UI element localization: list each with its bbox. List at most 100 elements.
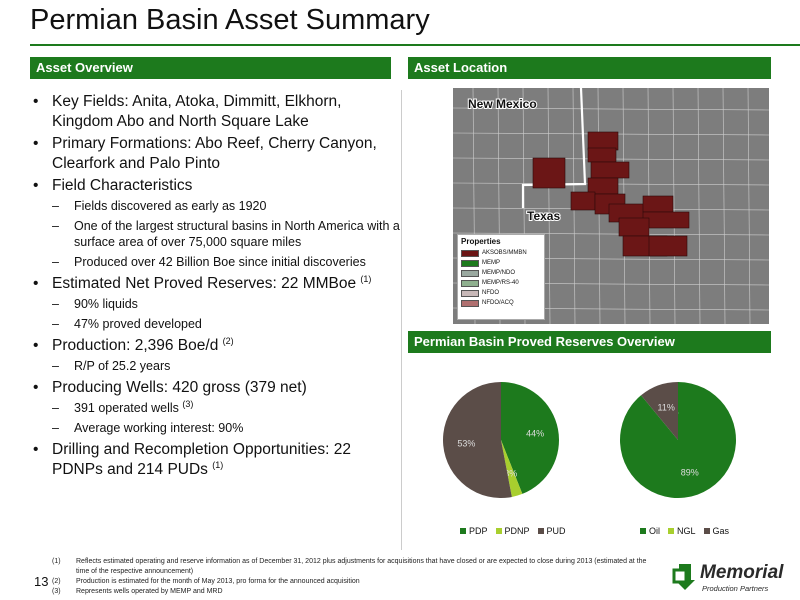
pie-legend-reserve-category: PDP PDNP PUD (460, 526, 566, 536)
pie-legend-item: Oil (640, 526, 660, 536)
overview-bullet-text: Production: 2,396 Boe/d (52, 337, 223, 354)
overview-bullet-text: Estimated Net Proved Reserves: 22 MMBoe (52, 275, 361, 292)
pie-legend-swatch (495, 528, 502, 534)
map-legend-item: NFDO/ACQ (461, 298, 541, 308)
overview-bullet: Production: 2,396 Boe/d (2) R/P of 25.2 y… (30, 336, 400, 374)
map-legend-label: MEMP/RS-40 (482, 280, 519, 286)
map-legend-label: MEMP/NDO (482, 270, 515, 276)
overview-bullet-text: Producing Wells: 420 gross (379 net) (52, 379, 307, 396)
asset-location-map: New Mexico Texas Properties AKSOBS/MMBN M… (453, 88, 769, 324)
footnote-ref: (2) (222, 335, 234, 346)
pie-legend-item: PDNP (495, 526, 530, 536)
pie-legend-swatch (640, 528, 646, 534)
pie-slice-pud (443, 382, 512, 498)
pie-slice-pdnp (501, 440, 523, 497)
pie-legend-label: Oil (649, 526, 660, 536)
overview-subbullet: Fields discovered as early as 1920 (52, 198, 400, 214)
overview-subbullet: 391 operated wells (3) (52, 398, 400, 416)
pie-legend-item: Gas (703, 526, 730, 536)
footnote-text: Production is estimated for the month of… (76, 578, 360, 585)
logo-name: Memorial (700, 562, 784, 583)
pie-legend-swatch (703, 528, 710, 534)
overview-subbullet: One of the largest structural basins in … (52, 218, 400, 250)
page-title: Permian Basin Asset Summary (30, 4, 430, 36)
footnote-number: (1) (52, 558, 61, 565)
map-legend-item: MEMP/RS-40 (461, 278, 541, 288)
pie-legend-item: NGL (668, 526, 696, 536)
reserves-overview-header: Permian Basin Proved Reserves Overview (408, 331, 771, 353)
footnotes: (1) Reflects estimated operating and rese… (52, 557, 652, 597)
map-legend-swatch (461, 269, 479, 277)
pie-legend-swatch (537, 528, 544, 534)
pie-data-label: 44% (526, 428, 544, 438)
pie-legend-commodity: Oil NGL Gas (640, 526, 729, 536)
footnote-number: (2) (52, 578, 61, 585)
footnote-text: Reflects estimated operating and reserve… (76, 558, 647, 575)
map-label-new-mexico: New Mexico (468, 97, 537, 111)
overview-bullet: Drilling and Recompletion Opportunities:… (30, 440, 400, 480)
footnote: (1) Reflects estimated operating and rese… (52, 557, 652, 577)
overview-bullet-text: Primary Formations: Abo Reef, Cherry Can… (52, 135, 377, 172)
footnote-ref: (1) (360, 273, 372, 284)
map-legend-swatch (461, 259, 479, 267)
footnote-number: (3) (52, 588, 61, 595)
overview-subbullet-text: Average working interest: 90% (74, 421, 244, 435)
pie-legend-label: PDNP (504, 526, 530, 536)
overview-subbullet-text: One of the largest structural basins in … (74, 219, 400, 249)
map-label-texas: Texas (527, 209, 560, 223)
pie-legend-label: PUD (546, 526, 566, 536)
overview-subbullet-text: Fields discovered as early as 1920 (74, 199, 267, 213)
overview-subbullet-text: 391 operated wells (74, 401, 183, 415)
overview-subbullet: 47% proved developed (52, 316, 400, 332)
map-legend-swatch (461, 249, 479, 257)
pie-legend-item: PDP (460, 526, 488, 536)
overview-sublist: 90% liquids 47% proved developed (52, 296, 400, 332)
footnote-ref: (3) (182, 398, 194, 409)
overview-sublist: 391 operated wells (3) Average working in… (52, 398, 400, 436)
pie-slice-pdp (501, 382, 559, 494)
pie-slice-gas (641, 382, 678, 440)
column-divider (401, 90, 402, 550)
overview-subbullet-text: R/P of 25.2 years (74, 359, 171, 373)
map-legend-item: MEMP/NDO (461, 268, 541, 278)
pie-legend-item: PUD (537, 526, 566, 536)
overview-bullet: Primary Formations: Abo Reef, Cherry Can… (30, 134, 400, 174)
overview-bullet: Field Characteristics Fields discovered a… (30, 176, 400, 270)
map-legend-label: AKSOBS/MMBN (482, 250, 527, 256)
asset-overview-header: Asset Overview (30, 57, 391, 79)
map-legend-swatch (461, 279, 479, 287)
footnote-text: Represents wells operated by MEMP and MR… (76, 588, 223, 595)
title-rule (30, 44, 800, 46)
map-legend-item: AKSOBS/MMBN (461, 248, 541, 258)
map-legend: Properties AKSOBS/MMBN MEMP MEMP/NDO MEMP/R… (457, 234, 545, 320)
footnote-ref: (1) (212, 459, 224, 470)
map-legend-swatch (461, 289, 479, 297)
overview-subbullet-text: 90% liquids (74, 297, 138, 311)
pie-legend-label: PDP (469, 526, 488, 536)
logo-tagline: Production Partners (702, 584, 769, 593)
overview-bullet-text: Field Characteristics (52, 177, 193, 194)
pie-data-label: 3% (504, 468, 517, 478)
memorial-logo-icon (672, 564, 695, 590)
asset-location-header: Asset Location (408, 57, 771, 79)
pie-legend-label: NGL (677, 526, 696, 536)
map-legend-swatch (461, 299, 479, 307)
pie-data-label: 53% (457, 438, 475, 448)
overview-bullet: Producing Wells: 420 gross (379 net) 391 … (30, 378, 400, 436)
pie-slice-oil (620, 382, 736, 498)
overview-bullet: Estimated Net Proved Reserves: 22 MMBoe … (30, 274, 400, 332)
overview-sublist: Fields discovered as early as 1920 One of… (52, 198, 400, 270)
footnote: (2) Production is estimated for the month… (52, 577, 652, 587)
overview-subbullet-text: 47% proved developed (74, 317, 202, 331)
overview-subbullet: 90% liquids (52, 296, 400, 312)
pie-legend-swatch (460, 528, 466, 534)
pie-data-label: 11% (658, 402, 675, 412)
pie-data-label: 89% (681, 468, 699, 478)
overview-bullet-text: Key Fields: Anita, Atoka, Dimmitt, Elkho… (52, 93, 342, 130)
pie-legend-swatch (668, 528, 674, 534)
map-legend-label: NFDO (482, 290, 499, 296)
overview-sublist: R/P of 25.2 years (52, 358, 400, 374)
overview-bullet-text: Drilling and Recompletion Opportunities:… (52, 441, 351, 478)
pie-legend-label: Gas (712, 526, 730, 536)
overview-subbullet: Average working interest: 90% (52, 420, 400, 436)
